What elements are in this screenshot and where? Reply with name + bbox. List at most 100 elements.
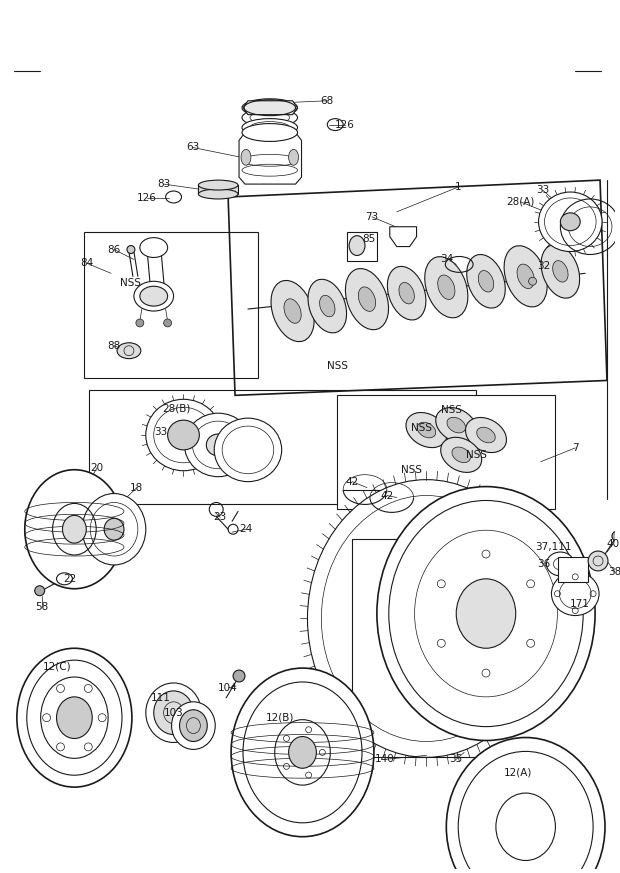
- Ellipse shape: [25, 470, 124, 588]
- Circle shape: [588, 551, 608, 571]
- Text: 88: 88: [107, 340, 121, 351]
- Text: 38: 38: [608, 567, 620, 577]
- Ellipse shape: [551, 572, 599, 615]
- Text: 84: 84: [81, 258, 94, 268]
- Ellipse shape: [134, 281, 174, 311]
- Circle shape: [233, 670, 245, 682]
- Text: 104: 104: [218, 683, 238, 693]
- Polygon shape: [198, 185, 238, 194]
- Bar: [559, 557, 588, 581]
- Text: 83: 83: [157, 179, 171, 189]
- Text: 33: 33: [536, 185, 549, 195]
- Text: 35: 35: [450, 754, 463, 765]
- Ellipse shape: [146, 399, 221, 471]
- Text: 22: 22: [63, 574, 76, 584]
- Ellipse shape: [185, 413, 252, 477]
- Ellipse shape: [82, 493, 146, 565]
- Ellipse shape: [441, 437, 482, 472]
- Ellipse shape: [146, 683, 202, 742]
- Text: NSS: NSS: [401, 464, 422, 475]
- Text: 28(A): 28(A): [507, 197, 535, 207]
- Ellipse shape: [63, 515, 86, 543]
- Ellipse shape: [242, 124, 298, 141]
- Ellipse shape: [140, 286, 167, 306]
- Ellipse shape: [358, 287, 376, 312]
- Ellipse shape: [345, 269, 389, 330]
- Ellipse shape: [180, 710, 207, 741]
- Ellipse shape: [560, 213, 580, 230]
- Text: NSS: NSS: [411, 423, 432, 433]
- Ellipse shape: [289, 149, 299, 165]
- Circle shape: [136, 319, 144, 327]
- Text: NSS: NSS: [441, 405, 462, 416]
- Bar: [84, 231, 258, 379]
- Text: 58: 58: [35, 601, 48, 612]
- Text: 126: 126: [335, 120, 355, 129]
- Text: 7: 7: [572, 443, 578, 453]
- Ellipse shape: [436, 408, 477, 443]
- Text: 126: 126: [137, 193, 157, 203]
- Text: 24: 24: [239, 524, 252, 534]
- Polygon shape: [347, 231, 377, 261]
- Ellipse shape: [242, 109, 298, 127]
- Ellipse shape: [206, 434, 230, 456]
- Ellipse shape: [198, 180, 238, 190]
- Ellipse shape: [172, 702, 215, 749]
- Ellipse shape: [539, 192, 602, 251]
- Ellipse shape: [478, 271, 494, 292]
- Ellipse shape: [319, 295, 335, 317]
- Text: 40: 40: [606, 540, 619, 549]
- Text: 34: 34: [440, 254, 453, 265]
- Text: 140: 140: [375, 754, 395, 765]
- Text: NSS: NSS: [327, 361, 348, 370]
- Ellipse shape: [452, 447, 471, 463]
- Ellipse shape: [308, 479, 546, 758]
- Ellipse shape: [546, 552, 574, 576]
- Text: 103: 103: [164, 708, 184, 718]
- Ellipse shape: [477, 427, 495, 443]
- Ellipse shape: [541, 244, 580, 299]
- Text: 36: 36: [537, 559, 550, 569]
- Ellipse shape: [198, 189, 238, 199]
- Ellipse shape: [284, 299, 301, 323]
- Circle shape: [529, 278, 536, 285]
- Ellipse shape: [167, 420, 200, 450]
- Ellipse shape: [438, 275, 455, 299]
- Text: 28(B): 28(B): [162, 403, 191, 413]
- Ellipse shape: [242, 119, 298, 136]
- Text: 73: 73: [365, 212, 379, 222]
- Ellipse shape: [242, 99, 298, 117]
- Text: 23: 23: [213, 512, 227, 522]
- Polygon shape: [390, 227, 417, 246]
- Text: 32: 32: [537, 261, 550, 272]
- Ellipse shape: [308, 279, 347, 333]
- Ellipse shape: [241, 149, 251, 165]
- Text: 12(B): 12(B): [265, 712, 294, 723]
- Circle shape: [127, 245, 135, 253]
- Text: 20: 20: [91, 463, 104, 473]
- Text: 111: 111: [151, 693, 170, 703]
- Ellipse shape: [456, 579, 516, 649]
- Ellipse shape: [215, 418, 281, 482]
- Ellipse shape: [504, 245, 547, 307]
- Ellipse shape: [231, 668, 374, 836]
- Ellipse shape: [447, 417, 466, 433]
- Ellipse shape: [154, 691, 193, 734]
- Text: 37,111: 37,111: [535, 542, 572, 552]
- Ellipse shape: [552, 261, 568, 282]
- Text: 1: 1: [455, 182, 461, 192]
- Ellipse shape: [425, 257, 468, 318]
- Text: 171: 171: [570, 599, 590, 608]
- Text: 18: 18: [130, 483, 143, 492]
- Text: 85: 85: [362, 234, 376, 244]
- Text: NSS: NSS: [466, 450, 487, 460]
- Text: 33: 33: [154, 427, 167, 437]
- Circle shape: [164, 319, 172, 327]
- Ellipse shape: [349, 236, 365, 256]
- Ellipse shape: [117, 343, 141, 359]
- Ellipse shape: [446, 738, 605, 873]
- Text: 86: 86: [107, 244, 121, 255]
- Text: 12(A): 12(A): [503, 767, 532, 777]
- Ellipse shape: [417, 423, 436, 438]
- Text: 42: 42: [345, 477, 359, 486]
